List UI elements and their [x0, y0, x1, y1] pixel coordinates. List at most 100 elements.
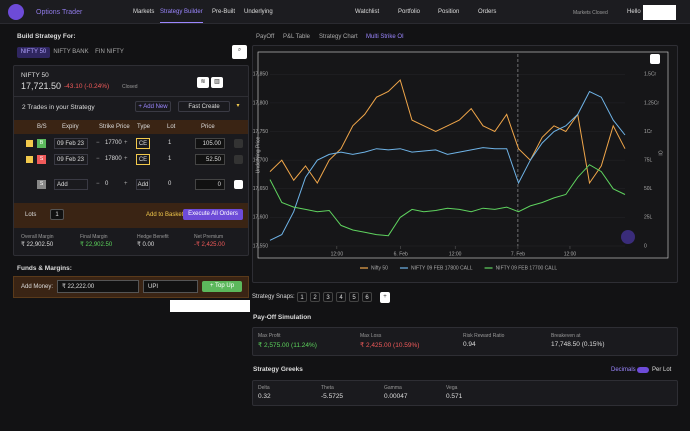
- index-tab[interactable]: NIFTY BANK: [53, 49, 89, 55]
- strike-plus: +: [124, 181, 128, 187]
- brand[interactable]: Options Trader: [36, 9, 83, 16]
- payoff-label: Risk Reward Ratio: [463, 333, 505, 339]
- top-up[interactable]: + Top Up: [202, 281, 242, 292]
- checkbox[interactable]: [26, 140, 33, 147]
- greek-label: Gamma: [384, 385, 402, 391]
- y-tick-label: 17,650: [253, 186, 269, 192]
- side-badge[interactable]: S: [37, 180, 46, 189]
- execute-button[interactable]: Execute All Orders: [183, 209, 243, 220]
- add-row[interactable]: [234, 180, 243, 189]
- lots-label: Lots: [25, 212, 37, 218]
- snap[interactable]: 3: [323, 292, 333, 302]
- side-badge[interactable]: S: [37, 155, 46, 164]
- nav-link[interactable]: Pre-Built: [212, 9, 236, 15]
- snap-add[interactable]: +: [380, 292, 390, 303]
- add-to-basket[interactable]: Add to Basket: [146, 212, 184, 218]
- price[interactable]: 105.00: [195, 138, 225, 149]
- expiry[interactable]: 09 Feb 23: [54, 138, 88, 149]
- y-tick-label: 17,600: [253, 215, 269, 221]
- chart: Underlying Price OI 17,550 17,600 17,650 17…: [253, 51, 669, 271]
- y2-tick-label: 50L: [644, 186, 653, 192]
- col-head: Lot: [167, 124, 176, 130]
- logo[interactable]: [8, 4, 24, 20]
- nav-link[interactable]: Underlying: [244, 9, 273, 15]
- y2-tick-label: 25L: [644, 215, 653, 221]
- stat-label: Net Premium: [194, 234, 224, 240]
- add-new[interactable]: + Add New: [135, 101, 171, 112]
- expiry[interactable]: Add: [54, 179, 88, 190]
- type[interactable]: CE: [136, 154, 150, 165]
- legend-label: NIFTY 09 FEB 17800 CALL: [411, 265, 473, 271]
- type[interactable]: Add: [136, 179, 150, 190]
- nav-action[interactable]: Orders: [478, 9, 497, 15]
- snap[interactable]: 4: [336, 292, 346, 302]
- greek-label: Theta: [321, 385, 334, 391]
- nav-action[interactable]: Position: [438, 9, 460, 15]
- amount-input[interactable]: ₹ 22,222.00: [57, 280, 139, 293]
- stat-value: -₹ 2,425.00: [194, 242, 225, 248]
- y-tick-label: 17,850: [253, 72, 269, 78]
- greek-label: Vega: [446, 385, 458, 391]
- funds-label: Add Money:: [21, 284, 54, 290]
- greeks-box: [252, 380, 678, 406]
- fast-create[interactable]: Fast Create: [178, 101, 230, 112]
- view-tab[interactable]: Multi Strike OI: [366, 34, 404, 40]
- index-tab[interactable]: NIFTY 50: [17, 47, 50, 58]
- method-select[interactable]: UPI: [143, 280, 198, 293]
- series-line: [269, 79, 626, 185]
- snap[interactable]: 6: [362, 292, 372, 302]
- payoff-value: 17,748.50 (0.15%): [551, 341, 605, 348]
- type[interactable]: CE: [136, 138, 150, 149]
- dropdown[interactable]: ▾: [236, 103, 240, 109]
- search-button[interactable]: ⌕: [232, 45, 247, 59]
- toggle-left[interactable]: Decimals: [611, 367, 636, 373]
- nav-action[interactable]: Portfolio: [398, 9, 421, 15]
- chart-icon[interactable]: ▥: [211, 77, 223, 88]
- y2-tick-label: 1.5Cr: [644, 72, 657, 78]
- view-tab[interactable]: Strategy Chart: [319, 34, 358, 40]
- delete[interactable]: [234, 139, 243, 148]
- checkbox[interactable]: [26, 156, 33, 163]
- series-line: [269, 90, 626, 241]
- symbol: NIFTY 50: [21, 72, 49, 79]
- delete[interactable]: [234, 155, 243, 164]
- strike: 17700: [105, 140, 122, 146]
- legend-label: Nifty 50: [371, 265, 388, 271]
- payoff-value: ₹ 2,575.00 (11.24%): [258, 342, 317, 349]
- price: 17,721.50: [21, 81, 62, 91]
- nav-link[interactable]: Markets: [133, 9, 155, 15]
- fullscreen-icon[interactable]: [650, 54, 660, 64]
- payoff-label: Max Loss: [360, 333, 382, 339]
- payoff-label: Breakeven at: [551, 333, 581, 339]
- nav-action[interactable]: Watchlist: [355, 9, 380, 15]
- price[interactable]: 0: [195, 179, 225, 190]
- y-axis-label: Underlying Price: [255, 136, 261, 173]
- expiry[interactable]: 09 Feb 23: [54, 154, 88, 165]
- strike-minus: −: [96, 181, 100, 187]
- lot: 1: [168, 156, 172, 162]
- snap[interactable]: 2: [310, 292, 320, 302]
- greek-value: 0.32: [258, 393, 271, 400]
- view-tab[interactable]: P&L Table: [283, 34, 311, 40]
- toggle[interactable]: [637, 367, 649, 373]
- col-head: Type: [137, 124, 151, 130]
- lots-input[interactable]: 1: [50, 209, 64, 220]
- blank-box: [170, 300, 250, 312]
- snap[interactable]: 1: [297, 292, 307, 302]
- price[interactable]: 52.50: [195, 154, 225, 165]
- greek-label: Delta: [258, 385, 270, 391]
- trades-count: 2 Trades in your Strategy: [22, 104, 95, 111]
- index-tab[interactable]: FIN NIFTY: [95, 49, 124, 55]
- chart-icon[interactable]: ≋: [197, 77, 209, 88]
- snap[interactable]: 5: [349, 292, 359, 302]
- lot: 1: [168, 140, 172, 146]
- view-tab[interactable]: PayOff: [256, 34, 275, 40]
- greeting: Hello: [627, 9, 641, 15]
- payoff-value: ₹ 2,425.00 (10.59%): [360, 342, 420, 349]
- toggle-right[interactable]: Per Lot: [652, 367, 672, 373]
- payoff-box: [252, 327, 678, 356]
- side-badge[interactable]: B: [37, 139, 46, 148]
- market-status: Markets Closed: [573, 10, 608, 16]
- x-tick-label: 12:00: [449, 251, 462, 257]
- nav-link[interactable]: Strategy Builder: [160, 9, 203, 23]
